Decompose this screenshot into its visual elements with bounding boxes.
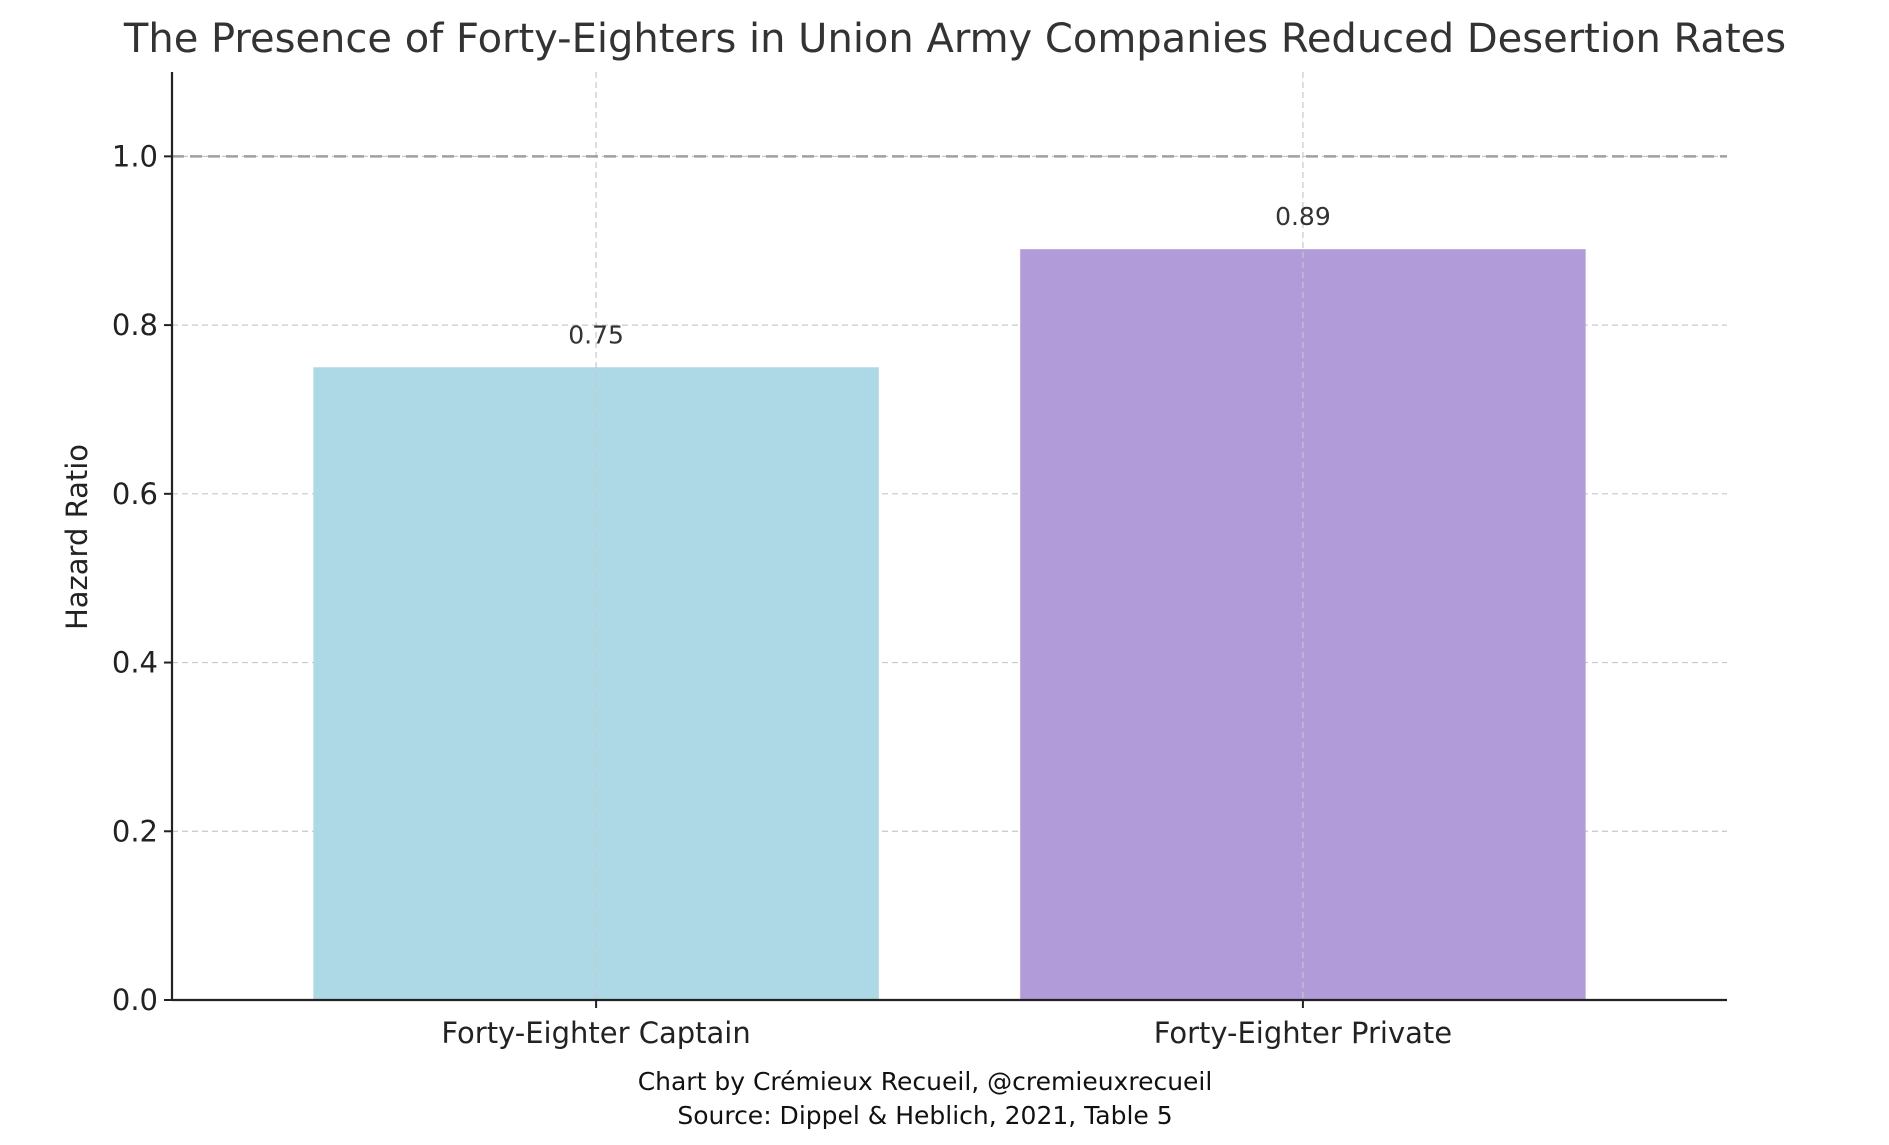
y-tick-label-1: 0.2 bbox=[112, 814, 158, 848]
x-tick-label-1: Forty-Eighter Captain bbox=[441, 1016, 750, 1050]
y-tick-label-0: 0.0 bbox=[112, 983, 158, 1017]
y-tick-label-4: 0.8 bbox=[112, 308, 158, 342]
y-tick-label-3: 0.6 bbox=[112, 477, 158, 511]
y-tick-label-5: 1.0 bbox=[112, 139, 158, 173]
x-tick-label-2: Forty-Eighter Private bbox=[1154, 1016, 1452, 1050]
bars-layer bbox=[313, 72, 1586, 1001]
y-axis-label: Hazard Ratio bbox=[60, 444, 94, 630]
chart-source: Source: Dippel & Heblich, 2021, Table 5 bbox=[677, 1101, 1172, 1130]
axes-layer bbox=[164, 72, 1727, 1008]
y-tick-label-2: 0.4 bbox=[112, 646, 158, 680]
chart-title: The Presence of Forty-Eighters in Union … bbox=[123, 16, 1786, 62]
chart-credit: Chart by Crémieux Recueil, @cremieuxrecu… bbox=[638, 1067, 1213, 1096]
labels-layer: 0.0 0.2 0.4 0.6 0.8 1.0 Forty-Eighter Captain F… bbox=[112, 139, 1452, 1050]
data-label-1: 0.75 bbox=[568, 320, 624, 349]
data-label-2: 0.89 bbox=[1275, 202, 1331, 231]
